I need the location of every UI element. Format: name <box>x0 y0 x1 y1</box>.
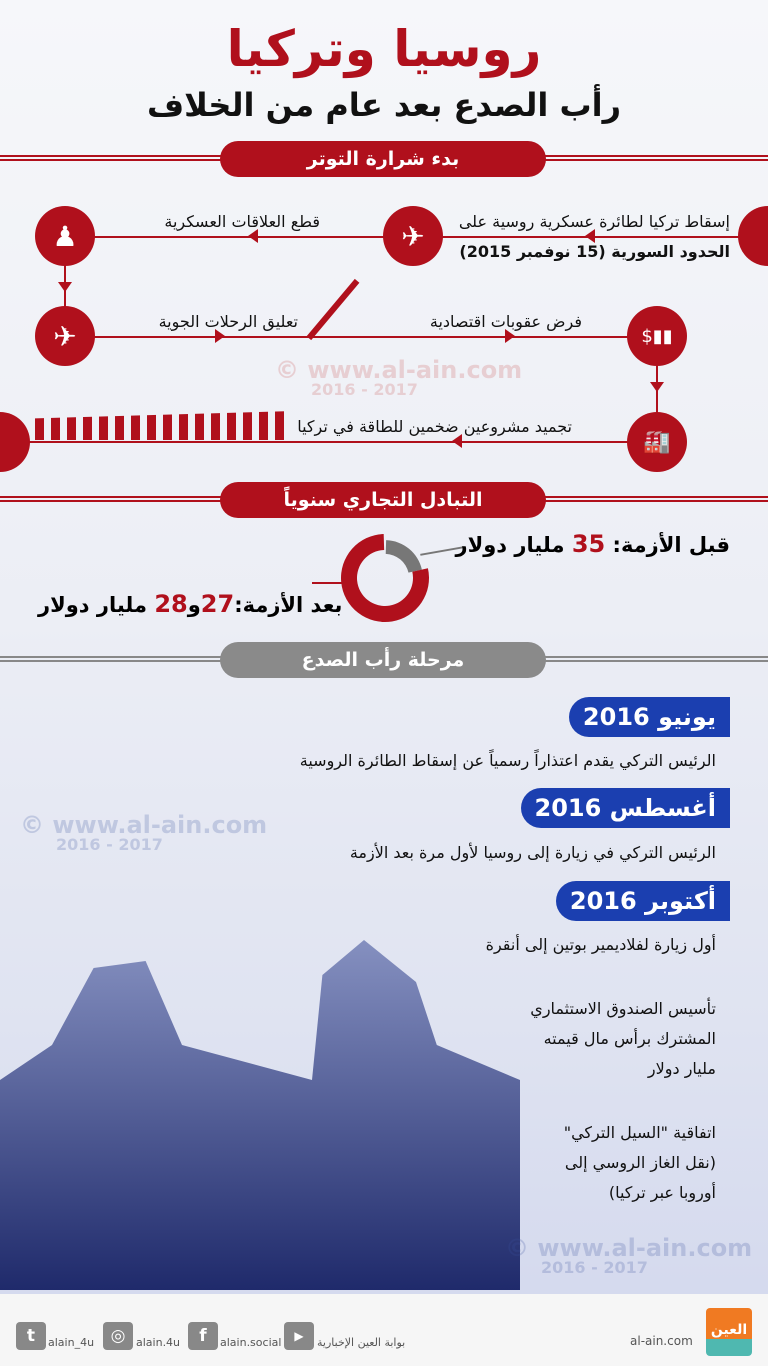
milestone-text: أول زيارة لفلاديمير بوتين إلى أنقرة <box>485 935 716 954</box>
trade-donut-chart <box>341 534 429 622</box>
youtube-icon[interactable]: ▶ <box>284 1322 314 1350</box>
arrow-icon <box>585 229 595 243</box>
timeline-line <box>65 336 657 338</box>
footer: t alain_4u ◎ alain.4u f alain.social ▶ ب… <box>0 1294 768 1366</box>
site-link[interactable]: al-ain.com <box>630 1334 693 1348</box>
facebook-icon[interactable]: f <box>188 1322 218 1350</box>
watermark: © www.al-ain.com 2016 - 2017 <box>505 1234 753 1277</box>
watermark: © www.al-ain.com 2016 - 2017 <box>20 811 268 854</box>
page-subtitle: رأب الصدع بعد عام من الخلاف <box>146 86 622 124</box>
trade-after: بعد الأزمة:27و28 مليار دولار <box>38 590 343 618</box>
arrow-icon <box>650 382 664 392</box>
soldiers-silhouette <box>35 411 285 440</box>
start-circle <box>738 206 768 266</box>
event-text: فرض عقوبات اقتصادية <box>429 312 582 331</box>
event-text: الحدود السورية (15 نوفمبر 2015) <box>459 242 730 261</box>
youtube-channel[interactable]: بوابة العين الإخبارية <box>317 1336 406 1349</box>
factory-icon: 🏭 <box>627 412 687 472</box>
arrow-icon <box>215 329 225 343</box>
milestone-text: تأسيس الصندوق الاستثماري <box>530 999 716 1018</box>
event-text: تجميد مشروعين ضخمين للطاقة في تركيا <box>297 417 572 436</box>
donut-slice-after <box>341 534 429 622</box>
instagram-icon[interactable]: ◎ <box>103 1322 133 1350</box>
facebook-handle[interactable]: alain.social <box>220 1336 282 1349</box>
event-text: إسقاط تركيا لطائرة عسكرية روسية على <box>458 212 730 231</box>
milestone-text: الرئيس التركي يقدم اعتذاراً رسمياً عن إس… <box>299 751 716 770</box>
arrow-icon <box>58 282 72 292</box>
date-badge: أغسطس 2016 <box>520 788 730 828</box>
trade-before: قبل الأزمة: 35 مليار دولار <box>455 530 730 558</box>
date-badge: يونيو 2016 <box>568 697 730 737</box>
section-trade-header: التبادل التجاري سنوياً <box>220 482 546 518</box>
timeline-line <box>0 441 657 443</box>
milestone-text: اتفاقية "السيل التركي" <box>563 1123 716 1142</box>
leader-line <box>312 582 342 584</box>
date-badge: أكتوبر 2016 <box>555 881 730 921</box>
donut-slice-before <box>385 540 422 573</box>
milestone-text: مليار دولار <box>647 1059 716 1078</box>
missile-launcher-icon <box>306 278 360 341</box>
instagram-handle[interactable]: alain.4u <box>136 1336 181 1349</box>
page-title: روسيا وتركيا <box>226 20 542 78</box>
soldier-icon: ♟ <box>35 206 95 266</box>
milestone-text: الرئيس التركي في زيارة إلى روسيا لأول مر… <box>349 843 716 862</box>
watermark: © www.al-ain.com 2016 - 2017 <box>275 356 523 399</box>
twitter-handle[interactable]: alain_4u <box>48 1336 95 1349</box>
milestone-text: المشترك برأس مال قيمته <box>543 1029 716 1048</box>
leaders-handshake-photo <box>0 940 520 1290</box>
arrow-icon <box>452 434 462 448</box>
arrow-icon <box>505 329 515 343</box>
milestone-text: (نقل الغاز الروسي إلى <box>564 1153 716 1172</box>
milestone-text: أوروبا عبر تركيا) <box>608 1183 716 1202</box>
event-text: قطع العلاقات العسكرية <box>164 212 320 231</box>
twitter-icon[interactable]: t <box>16 1322 46 1350</box>
arrow-icon <box>248 229 258 243</box>
end-circle <box>0 412 30 472</box>
airplane-icon: ✈ <box>35 306 95 366</box>
money-chart-icon: $▮▮ <box>627 306 687 366</box>
section-tension-header: بدء شرارة التوتر <box>220 141 546 177</box>
section-reconciliation-header: مرحلة رأب الصدع <box>220 642 546 678</box>
fighter-jet-icon: ✈ <box>383 206 443 266</box>
al-ain-logo: العين <box>706 1308 752 1356</box>
event-text: تعليق الرحلات الجوية <box>158 312 298 331</box>
